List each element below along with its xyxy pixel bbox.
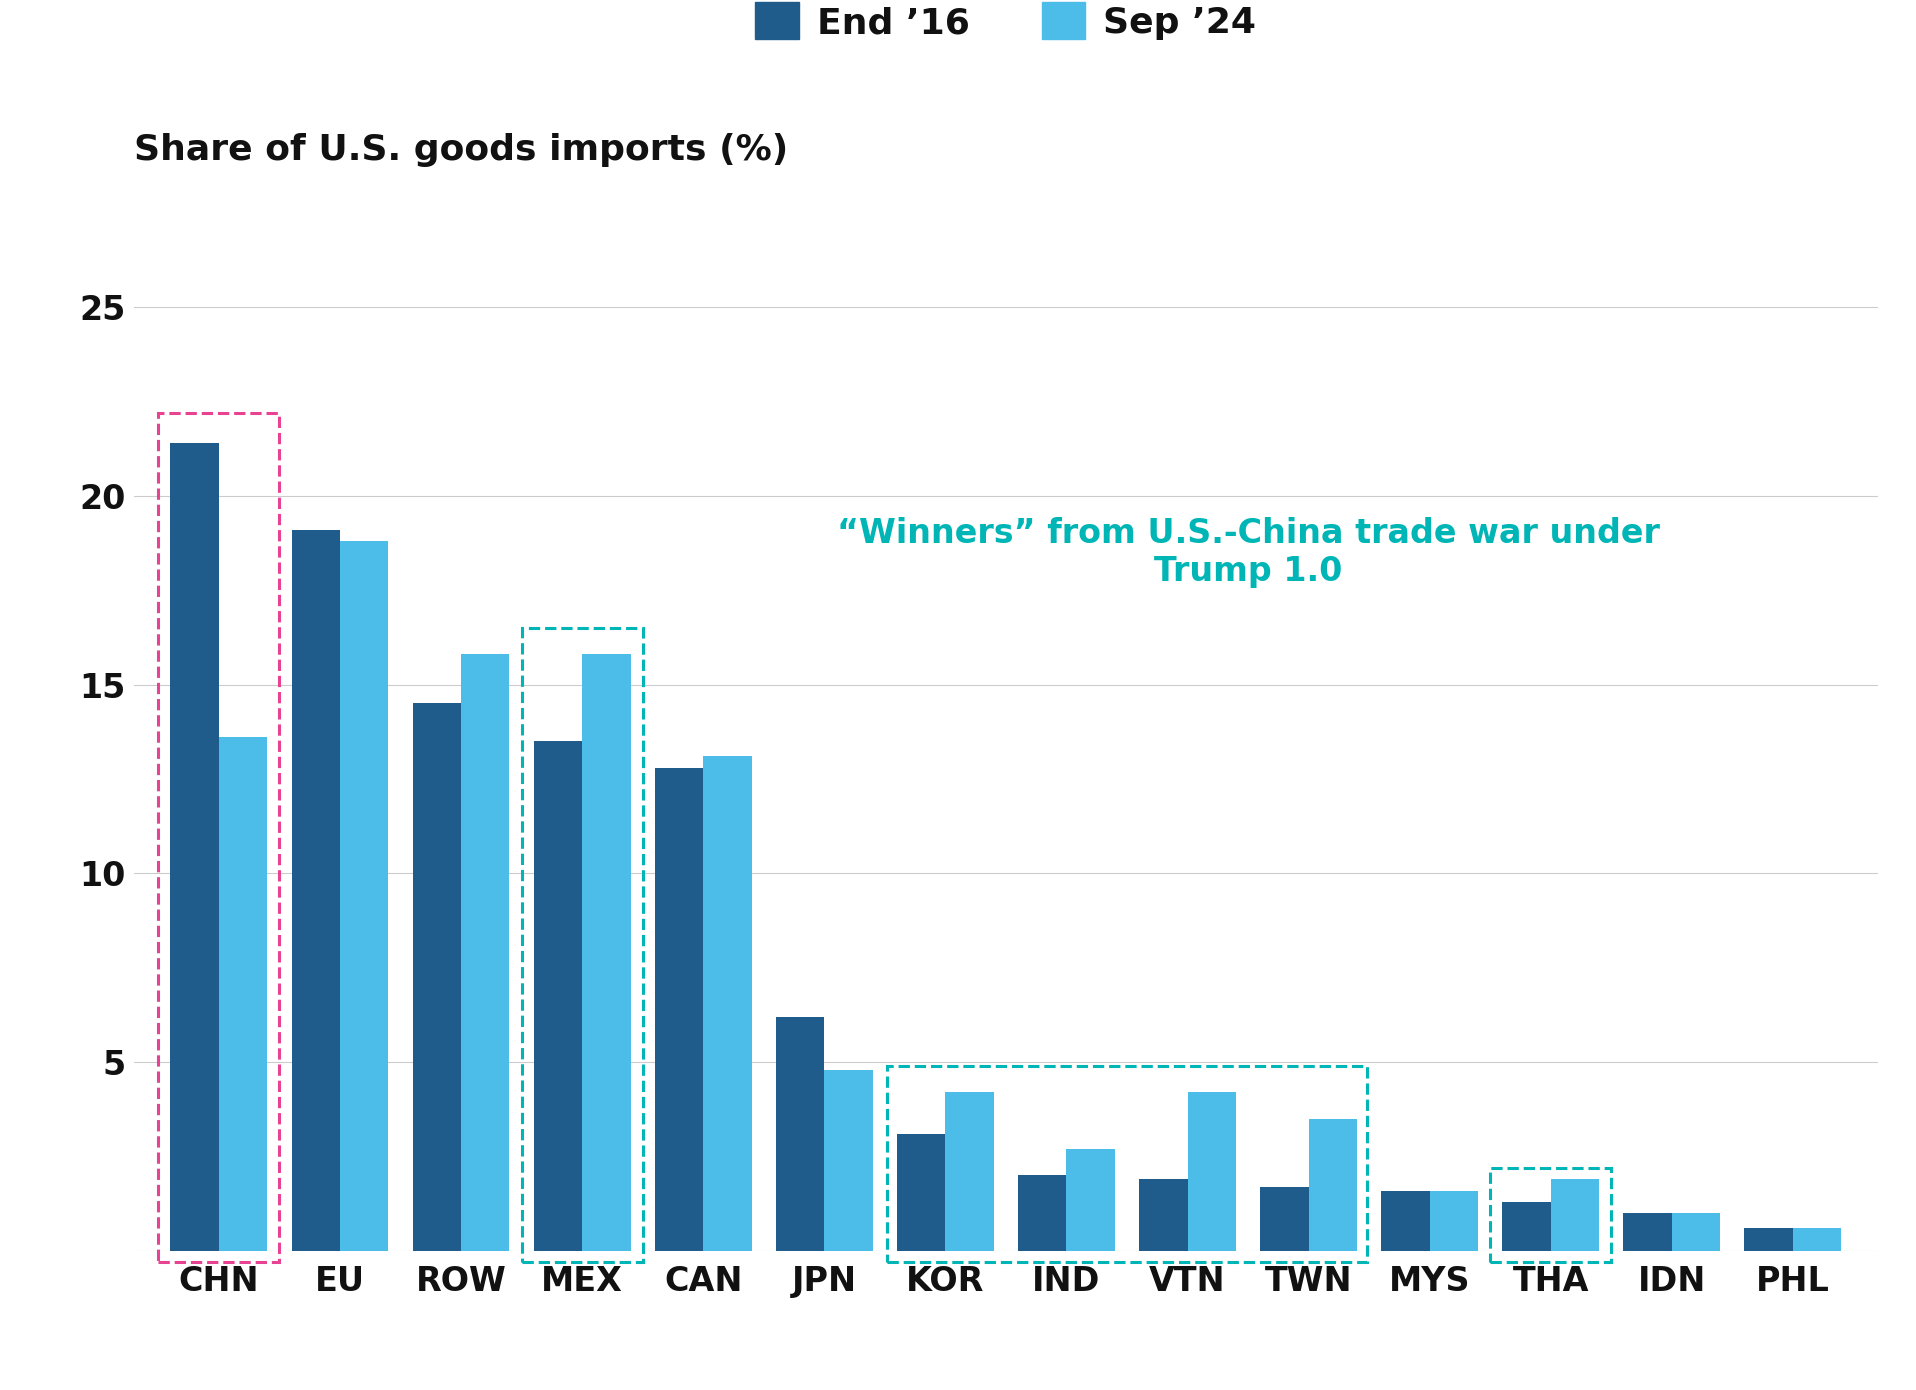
Bar <box>1550 1179 1600 1251</box>
Bar <box>824 1070 872 1251</box>
Bar <box>1429 1191 1477 1251</box>
Text: Share of U.S. goods imports (%): Share of U.S. goods imports (%) <box>134 133 787 167</box>
Text: “Winners” from U.S.-China trade war under
Trump 1.0: “Winners” from U.S.-China trade war unde… <box>837 517 1659 588</box>
Bar <box>412 703 462 1251</box>
Bar <box>945 1093 994 1251</box>
Bar <box>582 655 630 1251</box>
Bar <box>1188 1093 1236 1251</box>
Bar <box>1140 1179 1188 1251</box>
Bar <box>887 1066 1366 1262</box>
Bar <box>703 756 751 1251</box>
Bar <box>291 530 339 1251</box>
Bar <box>1623 1213 1673 1251</box>
Bar <box>218 737 268 1251</box>
Bar <box>462 655 510 1251</box>
Bar <box>1502 1202 1550 1251</box>
Bar <box>897 1134 945 1251</box>
Bar <box>1067 1150 1115 1251</box>
Bar <box>1381 1191 1429 1251</box>
Bar <box>1744 1229 1793 1251</box>
Bar <box>1017 1176 1067 1251</box>
Bar <box>159 413 280 1262</box>
Bar <box>339 541 389 1251</box>
Bar <box>1491 1168 1611 1262</box>
Bar <box>171 443 218 1251</box>
Bar <box>521 628 642 1262</box>
Bar <box>1793 1229 1841 1251</box>
Bar <box>1673 1213 1721 1251</box>
Legend: End ’16, Sep ’24: End ’16, Sep ’24 <box>741 0 1270 54</box>
Bar <box>655 767 703 1251</box>
Bar <box>1309 1119 1357 1251</box>
Bar <box>776 1017 824 1251</box>
Bar <box>535 741 582 1251</box>
Bar <box>1261 1187 1309 1251</box>
